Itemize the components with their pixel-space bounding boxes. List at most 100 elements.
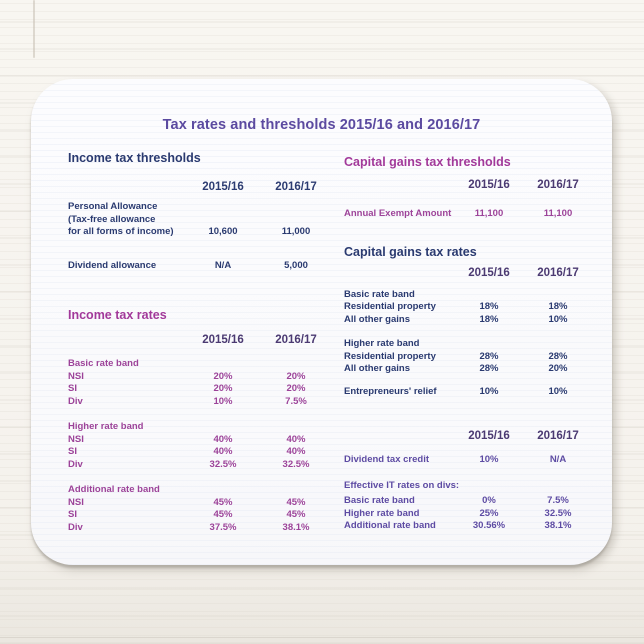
row-label: NSI [68, 433, 84, 445]
spacer-cell [344, 179, 458, 191]
value-2015-16: 32.5% [209, 458, 237, 470]
value-2015-16: 0% [482, 495, 496, 506]
row-label: Entrepreneurs' relief [344, 385, 437, 397]
tax-rate-row: Div 32.5% 32.5% [68, 459, 336, 472]
group-name: Higher rate band [68, 421, 144, 432]
tax-rate-row: Higher rate band 25% 32.5% [344, 508, 590, 521]
value-2016-17: 11,000 [281, 226, 311, 237]
additional-rate-band-group: Additional rate band NSI 45% 45% SI 45% … [68, 484, 336, 534]
tax-rate-row: Basic rate band 0% 7.5% [344, 495, 590, 508]
value-2015-16: 37.5% [209, 521, 237, 533]
tax-rate-row: NSI 20% 20% [68, 371, 336, 384]
value-2015-16: 10% [479, 385, 499, 397]
income-tax-rates-heading: Income tax rates [68, 308, 167, 322]
wood-plank-line [0, 637, 644, 638]
row-label: Residential property [344, 301, 436, 312]
mousepad: Tax rates and thresholds 2015/16 and 201… [31, 79, 612, 565]
cgt-higher-rate-band-group: Higher rate band Residential property 28… [344, 338, 590, 376]
row-label: All other gains [344, 313, 410, 325]
row-label: Div [68, 458, 83, 470]
tax-rate-row: All other gains 18% 10% [344, 314, 590, 327]
value-2016-17: 10% [548, 385, 568, 397]
row-label: SI [68, 383, 77, 394]
tax-rate-row: All other gains 28% 20% [344, 363, 590, 376]
value-2016-17: 32.5% [282, 458, 310, 470]
row-label: SI [68, 446, 77, 457]
value-2015-16: 20% [213, 383, 233, 394]
row-label: SI [68, 509, 77, 520]
dividend-tax-credit-row: Dividend tax credit 10% N/A [344, 454, 590, 467]
year-col-2015-16: 2015/16 [202, 181, 244, 193]
year-header-row: 2015/16 2016/17 [344, 179, 590, 191]
value-2015-16: 20% [213, 370, 233, 382]
value-2015-16: 18% [479, 301, 499, 312]
row-label: NSI [68, 370, 84, 382]
value-2016-17: 28% [548, 350, 568, 362]
value-2016-17: 20% [548, 363, 568, 374]
effective-it-rates-group: Basic rate band 0% 7.5% Higher rate band… [344, 495, 590, 533]
row-label: Additional rate band [344, 520, 436, 531]
value-2015-16: 45% [213, 509, 233, 520]
value-2016-17: 5,000 [284, 259, 308, 271]
tax-rate-row: NSI 45% 45% [68, 497, 336, 510]
value-2016-17: 45% [286, 509, 306, 520]
value-2016-17: 20% [286, 383, 306, 394]
value-2015-16: 30.56% [472, 520, 506, 531]
value-2016-17: 40% [286, 433, 306, 445]
right-column: Capital gains tax thresholds 2015/16 201… [344, 155, 590, 533]
tax-rate-row: SI 45% 45% [68, 509, 336, 522]
label-line: Personal Allowance [68, 201, 158, 212]
annual-exempt-amount-row: Annual Exempt Amount 11,100 11,100 [344, 208, 590, 221]
row-label: All other gains [344, 363, 410, 374]
value-2015-16: 18% [479, 313, 499, 325]
personal-allowance-label: Personal Allowance (Tax-free allowance f… [68, 201, 188, 239]
value-2016-17: 40% [286, 446, 306, 457]
tax-rate-row: Residential property 18% 18% [344, 301, 590, 314]
value-2016-17: 38.1% [544, 520, 572, 531]
year-col-2015-16: 2015/16 [468, 179, 510, 191]
row-label: Dividend allowance [68, 259, 157, 271]
capital-gains-rates-heading: Capital gains tax rates [344, 244, 477, 259]
income-tax-thresholds-heading: Income tax thresholds [68, 151, 201, 165]
value-2016-17: 38.1% [282, 521, 310, 533]
group-name: Additional rate band [68, 484, 160, 495]
row-label: NSI [68, 496, 84, 508]
higher-rate-band-group: Higher rate band NSI 40% 40% SI 40% 40% … [68, 421, 336, 471]
value-2016-17: N/A [549, 454, 567, 465]
value-2016-17: 7.5% [547, 495, 569, 506]
year-col-2016-17: 2016/17 [537, 179, 579, 191]
row-label: Div [68, 521, 83, 533]
year-header-row: 2015/16 2016/17 [344, 267, 590, 279]
value-2015-16: 45% [213, 496, 233, 508]
entrepreneurs-relief-row: Entrepreneurs' relief 10% 10% [344, 386, 590, 399]
tax-rate-row: SI 20% 20% [68, 383, 336, 396]
value-2016-17: 32.5% [544, 507, 572, 519]
effective-it-rates-heading: Effective IT rates on divs: [344, 479, 460, 491]
tax-rate-row: Div 10% 7.5% [68, 396, 336, 409]
year-col-2016-17: 2016/17 [275, 334, 317, 346]
label-line: for all forms of income) [68, 226, 174, 237]
value-2015-16: 11,100 [474, 208, 504, 219]
row-label: Residential property [344, 350, 436, 362]
year-header-row: 2015/16 2016/17 [68, 334, 336, 346]
wood-plank-seam [33, 0, 35, 58]
value-2015-16: 28% [479, 350, 499, 362]
tax-rate-row: Residential property 28% 28% [344, 351, 590, 364]
spacer-cell [68, 334, 188, 346]
tax-rate-row: SI 40% 40% [68, 446, 336, 459]
year-col-2015-16: 2015/16 [468, 430, 510, 442]
year-col-2016-17: 2016/17 [537, 430, 579, 442]
left-column: Income tax thresholds 2015/16 2016/17 Pe… [68, 151, 336, 534]
year-header-row: 2015/16 2016/17 [68, 181, 336, 193]
value-2015-16: 40% [213, 446, 233, 457]
capital-gains-thresholds-heading: Capital gains tax thresholds [344, 155, 511, 169]
value-2015-16: 10% [213, 395, 233, 407]
value-2016-17: 10% [548, 313, 568, 325]
value-2015-16: 28% [479, 363, 499, 374]
tax-rate-row: Div 37.5% 38.1% [68, 522, 336, 535]
label-line: (Tax-free allowance [68, 213, 156, 225]
page-title: Tax rates and thresholds 2015/16 and 201… [162, 117, 481, 133]
year-header-row: 2015/16 2016/17 [344, 430, 590, 442]
personal-allowance-row: Personal Allowance (Tax-free allowance f… [68, 201, 336, 239]
